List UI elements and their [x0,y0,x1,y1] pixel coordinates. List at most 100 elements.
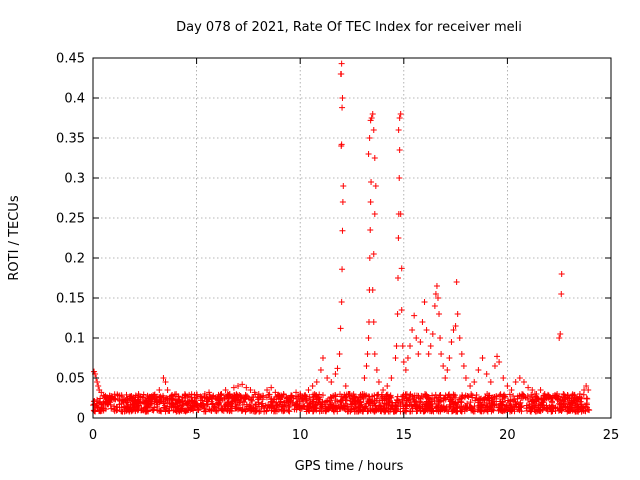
data-point [197,397,204,404]
y-tick-label: 0.15 [56,292,85,307]
data-point [247,407,254,414]
data-point [479,355,486,361]
data-point [332,393,339,400]
data-point [512,398,519,405]
data-point [116,404,123,411]
data-point [400,359,407,365]
data-point [488,403,495,410]
data-point [328,379,335,385]
data-point [322,408,329,415]
y-axis-label: ROTI / TECUs [7,195,22,280]
data-point [206,389,213,396]
data-point [369,111,376,117]
data-point [94,396,101,403]
data-point [574,406,581,413]
data-point [326,405,333,412]
data-point [313,379,320,385]
data-point [501,404,508,411]
data-point [100,402,107,409]
data-point [365,151,372,157]
data-point [94,379,101,385]
data-point [154,399,161,406]
data-point [366,399,373,406]
data-point [454,311,461,317]
data-point [373,367,380,373]
data-point [557,331,564,337]
data-point [172,397,179,404]
data-point [444,394,451,401]
data-point [308,405,315,412]
data-point [293,389,300,396]
data-point [202,407,209,414]
data-point [301,403,308,410]
data-point [314,401,321,408]
data-point [144,392,151,399]
data-point [460,363,467,369]
data-point [129,402,136,409]
data-point [201,391,208,397]
data-point [424,394,431,401]
data-point [549,395,556,401]
y-tick-label: 0.35 [56,132,85,147]
data-point [102,395,109,401]
data-point [293,401,300,408]
data-point [337,399,344,406]
data-point [208,407,215,414]
data-point [373,392,380,399]
data-point [248,397,255,404]
data-point [355,397,362,404]
data-point [362,403,369,410]
data-point [506,391,513,398]
data-point [339,227,346,234]
data-point [375,391,382,398]
data-point [541,391,548,397]
data-point [494,353,501,360]
data-point [416,398,423,405]
data-point [392,355,399,361]
x-tick-label: 25 [603,428,620,443]
plot-frame [92,57,612,419]
data-point [301,392,308,399]
data-point [114,392,121,399]
data-point [555,400,562,407]
data-point [160,392,167,399]
data-point [255,391,262,397]
data-point [328,395,335,402]
data-point [532,400,539,407]
data-point [572,395,579,401]
data-point [341,405,348,412]
data-point [440,395,447,402]
data-point [339,104,346,111]
data-point [583,383,590,389]
data-point [467,383,474,389]
data-point [222,387,229,393]
data-point [316,396,323,403]
data-point [348,401,355,408]
data-point [259,392,266,399]
data-point [564,395,571,401]
data-point [431,395,438,402]
data-point [401,407,408,414]
data-point [396,115,403,121]
y-tick-label: 0.1 [64,332,85,347]
data-point [297,391,304,397]
data-point [324,397,331,404]
data-point [210,392,217,399]
data-point [285,396,292,403]
data-point [404,355,411,361]
data-point [172,403,179,410]
data-point [284,395,291,401]
data-point [421,299,428,305]
data-point [423,404,430,411]
data-point [491,400,498,407]
data-point [519,391,526,398]
data-point [471,379,478,385]
data-point [496,359,503,365]
data-point [344,404,351,411]
data-point [558,291,565,297]
data-point [312,392,319,399]
data-point [269,400,276,407]
data-point [342,400,349,407]
data-point [394,311,401,317]
